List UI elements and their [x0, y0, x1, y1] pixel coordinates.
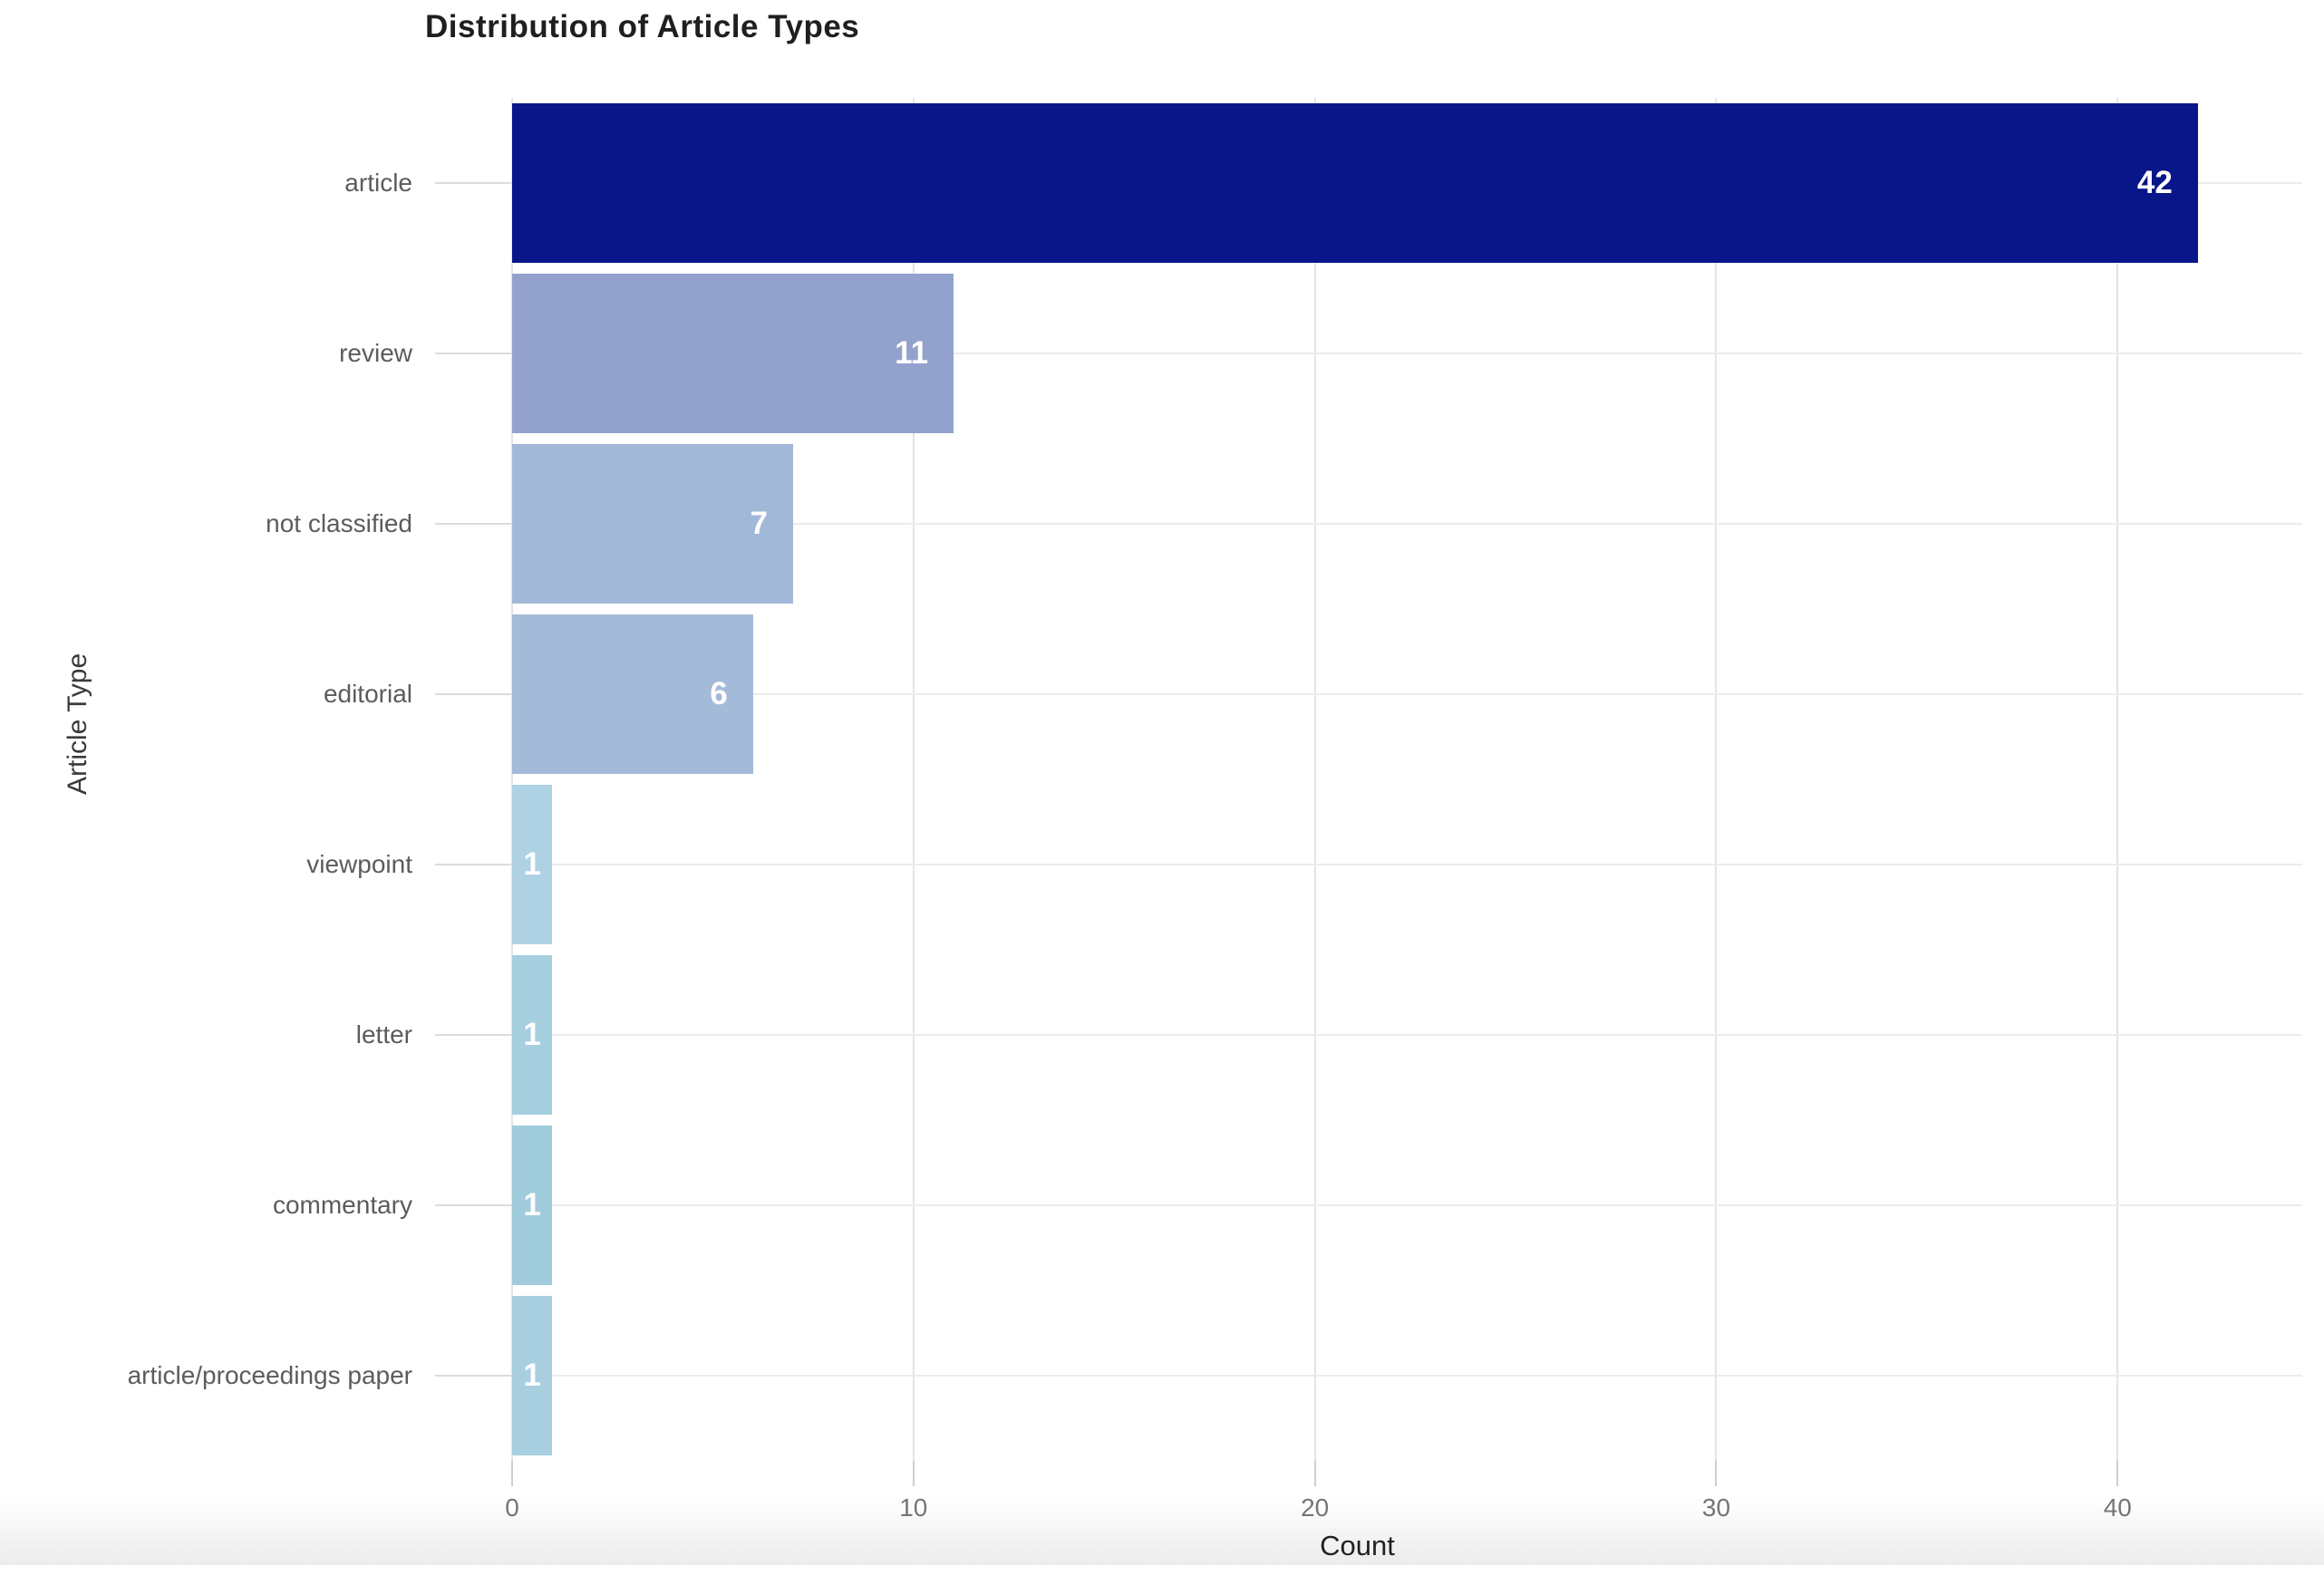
bar — [512, 103, 2198, 263]
h-gridline — [512, 1034, 2302, 1036]
x-tick-label: 40 — [2103, 1493, 2132, 1522]
y-tick-mark — [435, 353, 512, 354]
v-gridline — [1313, 98, 1316, 1461]
category-label: letter — [355, 1020, 412, 1049]
category-label: article — [344, 169, 412, 197]
category-label: viewpoint — [306, 850, 412, 878]
v-gridline — [511, 98, 513, 1461]
x-tick-mark — [511, 1461, 513, 1486]
bar-value-label: 7 — [750, 506, 768, 541]
y-tick-mark — [435, 864, 512, 865]
h-gridline — [512, 1204, 2302, 1206]
v-gridline — [912, 98, 915, 1461]
v-gridline — [1715, 98, 1718, 1461]
bar — [512, 1296, 553, 1455]
x-axis-label: Count — [1320, 1530, 1395, 1561]
bar-value-label: 1 — [523, 846, 541, 882]
h-gridline — [512, 864, 2302, 865]
x-tick-mark — [1313, 1461, 1316, 1486]
v-gridline — [2116, 98, 2119, 1461]
y-tick-mark — [435, 523, 512, 525]
page-bottom-fade — [0, 1497, 2324, 1565]
category-label: article/proceedings paper — [127, 1361, 412, 1389]
y-tick-mark — [435, 693, 512, 695]
h-gridline — [512, 353, 2302, 354]
bar — [512, 1126, 553, 1285]
h-gridline — [512, 523, 2302, 525]
x-tick-label: 30 — [1701, 1493, 1731, 1522]
category-label: review — [339, 339, 412, 367]
y-tick-mark — [435, 1034, 512, 1036]
x-tick-label: 0 — [505, 1493, 519, 1522]
page-bottom-margin — [0, 1565, 2324, 1585]
x-tick-label: 10 — [899, 1493, 928, 1522]
bar — [512, 614, 753, 774]
bar-value-label: 1 — [523, 1017, 541, 1052]
bar — [512, 444, 793, 604]
bar-value-label: 6 — [710, 676, 728, 711]
y-tick-mark — [435, 1204, 512, 1206]
bar — [512, 955, 553, 1115]
y-axis-label: Article Type — [63, 652, 93, 795]
category-label: not classified — [266, 509, 412, 537]
bar-value-label: 11 — [895, 335, 929, 371]
bar — [512, 274, 954, 433]
x-tick-mark — [1715, 1461, 1718, 1486]
bar-value-label: 42 — [2136, 165, 2173, 200]
bar — [512, 785, 553, 944]
h-gridline — [512, 1375, 2302, 1377]
x-tick-mark — [2116, 1461, 2119, 1486]
x-tick-label: 20 — [1301, 1493, 1330, 1522]
category-label: editorial — [323, 680, 412, 708]
y-tick-mark — [435, 1375, 512, 1377]
category-label: commentary — [272, 1191, 412, 1219]
bar-value-label: 1 — [523, 1187, 541, 1223]
y-tick-mark — [435, 182, 512, 184]
x-tick-mark — [912, 1461, 915, 1486]
bar-value-label: 1 — [523, 1358, 541, 1393]
h-gridline — [512, 693, 2302, 695]
chart-title: Distribution of Article Types — [425, 9, 860, 44]
